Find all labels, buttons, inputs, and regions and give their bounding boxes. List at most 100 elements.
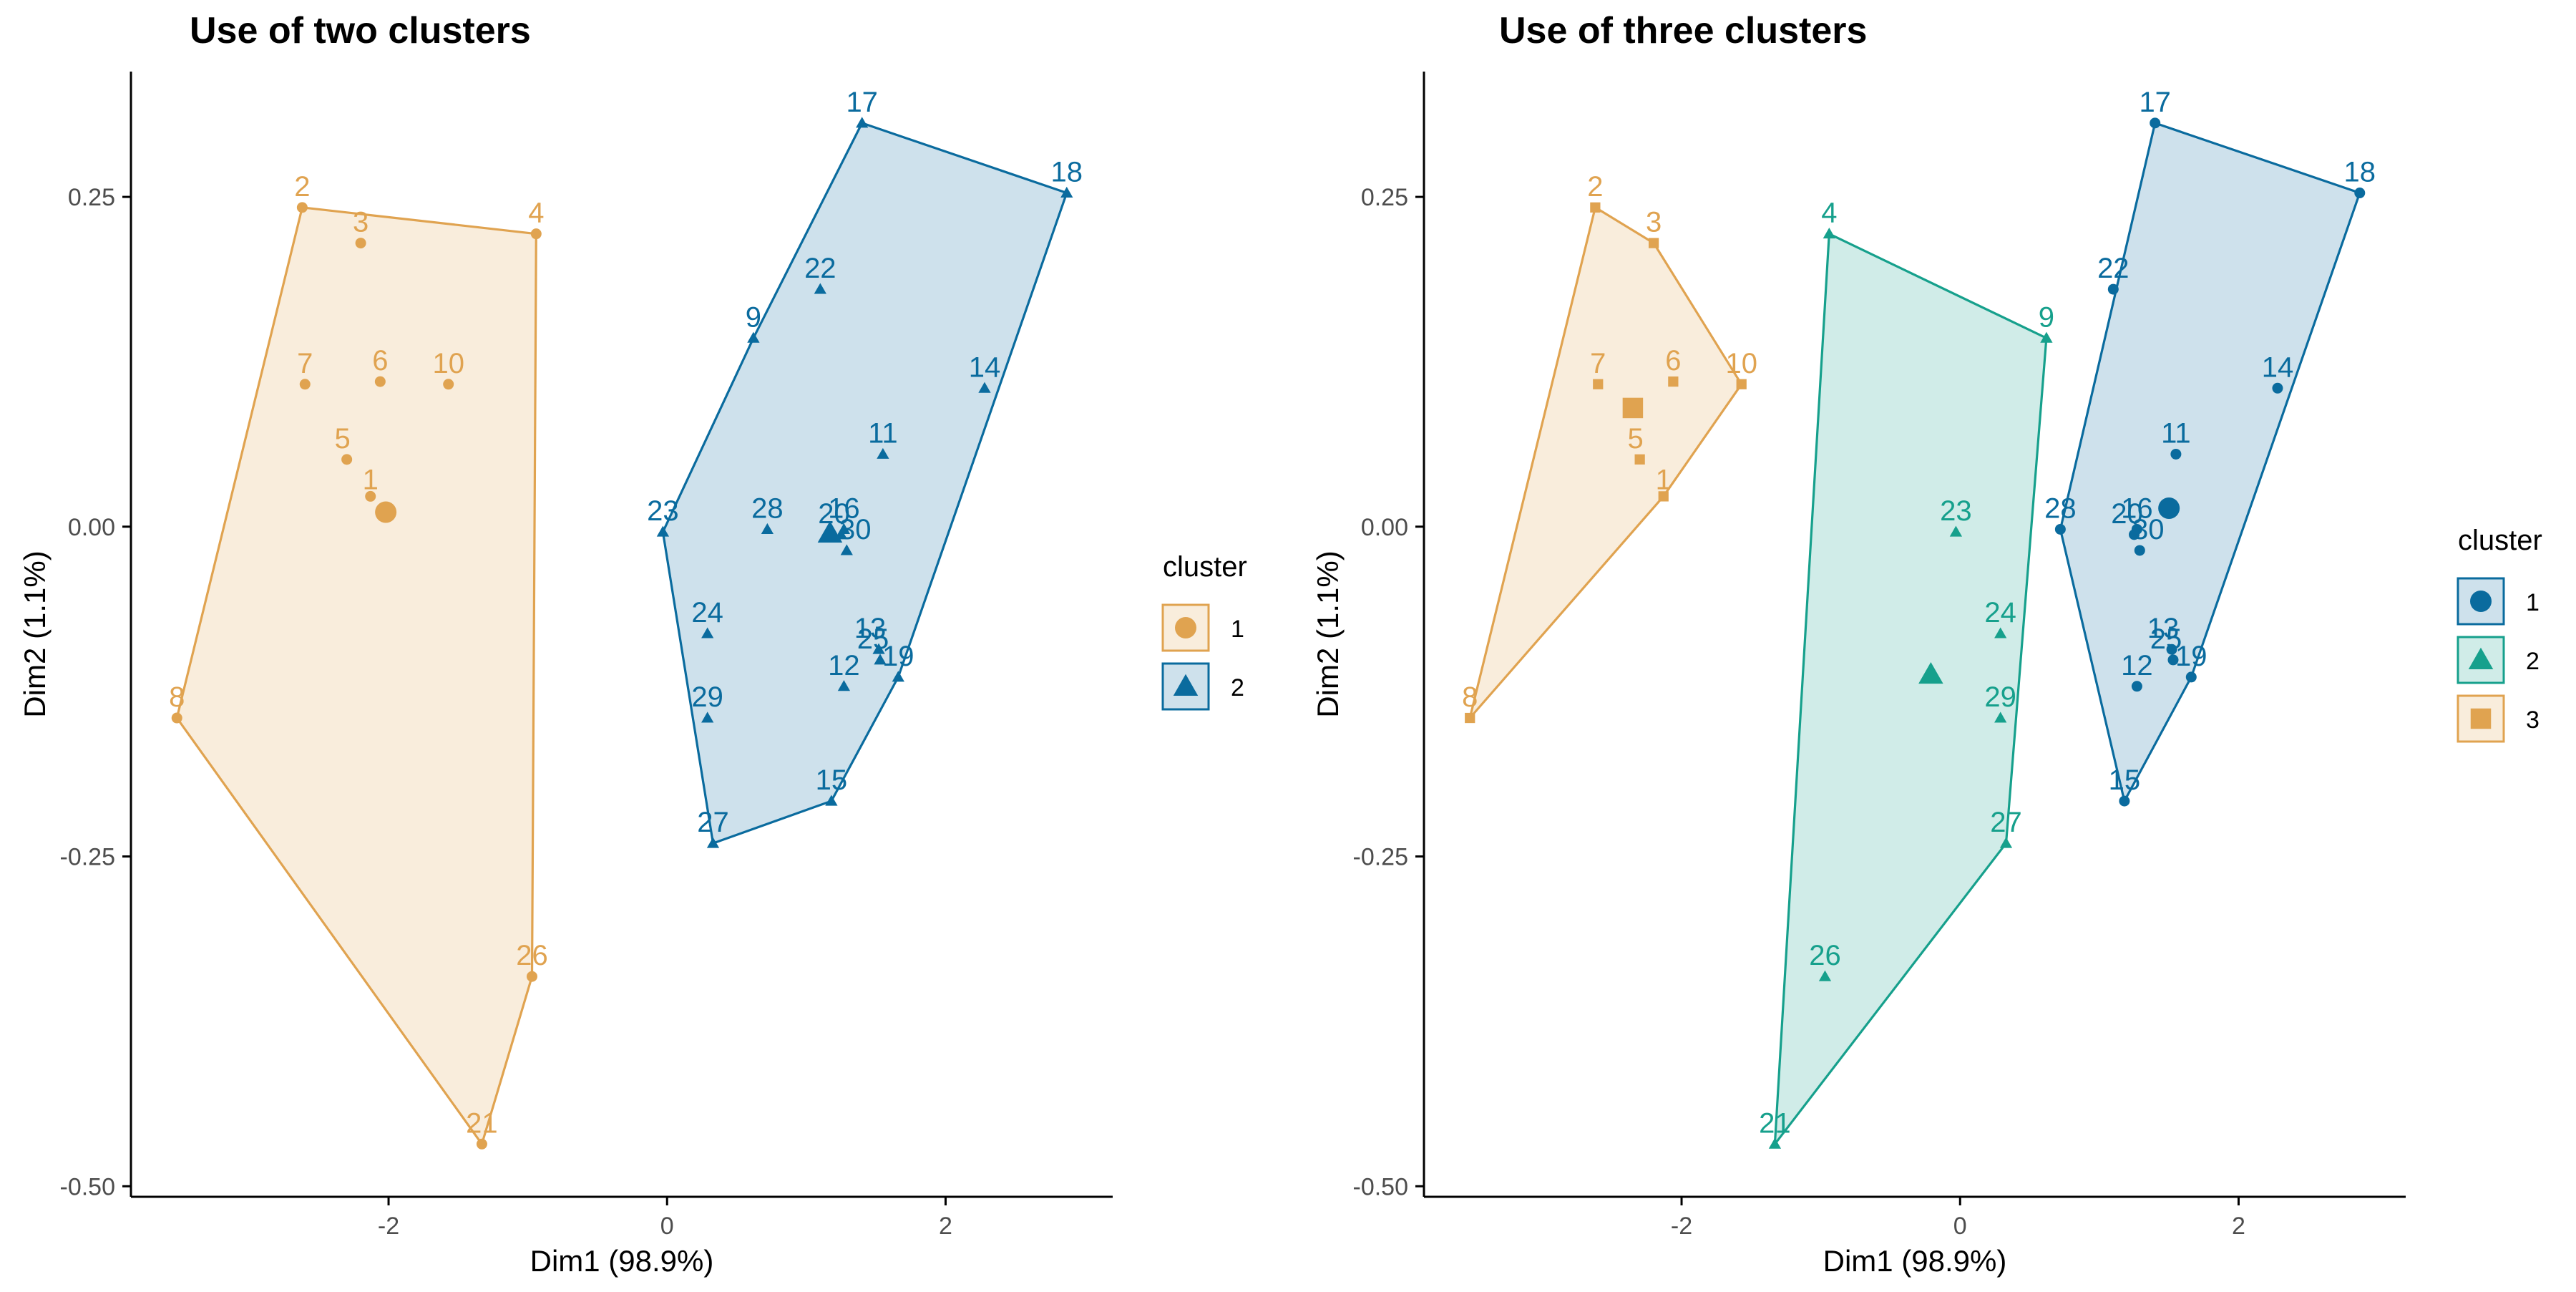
cluster-1-centroid xyxy=(375,501,397,523)
x-tick-label: 2 xyxy=(939,1213,952,1240)
point-label-26: 26 xyxy=(516,940,548,971)
legend-title: cluster xyxy=(1163,551,1247,583)
point-label-21: 21 xyxy=(1759,1107,1791,1139)
point-14 xyxy=(978,382,991,393)
point-6 xyxy=(1668,376,1679,387)
point-label-24: 24 xyxy=(1984,597,2016,628)
point-label-7: 7 xyxy=(297,348,313,379)
point-label-2: 2 xyxy=(1587,171,1603,203)
x-tick-label: -2 xyxy=(378,1213,399,1240)
point-label-28: 28 xyxy=(2044,492,2077,524)
x-axis-title: Dim1 (98.9%) xyxy=(1823,1244,2007,1278)
point-29 xyxy=(1994,711,2007,723)
chart-panel-1: 123 4567810212691112131415161718192022232… xyxy=(18,10,1247,1278)
point-15 xyxy=(2119,795,2130,807)
point-label-28: 28 xyxy=(751,492,784,524)
point-label-12: 12 xyxy=(828,650,860,681)
point-9 xyxy=(2040,331,2053,343)
x-tick-label: -2 xyxy=(1671,1213,1692,1240)
point-23 xyxy=(656,525,670,537)
point-3 xyxy=(1648,238,1659,248)
y-tick-label: 0.25 xyxy=(1361,184,1408,211)
point-label-24: 24 xyxy=(691,597,723,628)
point-20 xyxy=(2129,529,2140,540)
point-21 xyxy=(476,1138,487,1150)
cluster-2-centroid xyxy=(1918,661,1943,684)
point-19 xyxy=(892,671,904,682)
y-tick-label: 0.00 xyxy=(68,514,115,541)
point-label-25: 25 xyxy=(2150,623,2182,655)
point-label-10: 10 xyxy=(1725,348,1757,379)
point-11 xyxy=(2170,448,2182,460)
legend-label-2: 2 xyxy=(2526,648,2540,675)
point-label-17: 17 xyxy=(846,87,878,118)
point-label-16: 16 xyxy=(2121,492,2153,524)
legend-label-3: 3 xyxy=(2526,706,2540,734)
point-12 xyxy=(2131,681,2142,692)
point-label-23: 23 xyxy=(647,495,679,527)
point-24 xyxy=(701,627,714,638)
point-label-1: 1 xyxy=(363,464,379,495)
point-24 xyxy=(1994,627,2007,638)
point-label-6: 6 xyxy=(372,345,388,377)
point-label-19: 19 xyxy=(2175,641,2207,672)
point-label-29: 29 xyxy=(691,681,723,713)
legend-marker-2 xyxy=(2468,647,2494,669)
point-label-3: 3 xyxy=(353,207,369,238)
legend-title: cluster xyxy=(2458,525,2542,556)
point-label-27: 27 xyxy=(1990,807,2022,838)
point-4 xyxy=(530,228,542,240)
point-label-8: 8 xyxy=(1462,681,1478,713)
point-label-1: 1 xyxy=(1656,464,1672,495)
point-10 xyxy=(443,379,454,390)
point-26 xyxy=(1818,970,1832,981)
point-4 xyxy=(1823,228,1835,239)
point-2 xyxy=(296,202,308,213)
point-15 xyxy=(825,795,838,806)
point-1 xyxy=(1658,491,1669,502)
y-tick-label: 0.25 xyxy=(68,184,115,211)
legend-label-1: 1 xyxy=(2526,589,2540,616)
point-label-21: 21 xyxy=(466,1107,498,1139)
y-axis-title: Dim2 (1.1%) xyxy=(18,550,52,717)
point-label-25: 25 xyxy=(857,623,889,655)
point-18 xyxy=(1060,186,1073,198)
point-12 xyxy=(837,680,851,691)
point-label-22: 22 xyxy=(804,253,836,284)
point-25 xyxy=(2167,654,2179,666)
legend-marker-1 xyxy=(2470,591,2492,612)
y-axis-title: Dim2 (1.1%) xyxy=(1311,550,1345,717)
point-label-13: 13 xyxy=(854,613,887,644)
chart-title: Use of three clusters xyxy=(1499,10,1867,52)
point-label-4: 4 xyxy=(528,198,544,229)
point-label-20: 20 xyxy=(2111,498,2143,530)
point-label-11: 11 xyxy=(868,417,898,449)
legend-label-1: 1 xyxy=(1231,616,1244,643)
point-label-29: 29 xyxy=(1984,681,2016,713)
point-label-2: 2 xyxy=(294,171,310,203)
chart-panel-2: 1112131415161718192022252830492123242627… xyxy=(1311,10,2542,1278)
point-22 xyxy=(2107,283,2119,295)
point-label-22: 22 xyxy=(2097,253,2129,284)
cluster-1-hull xyxy=(2059,122,2361,802)
y-tick-label: -0.25 xyxy=(60,844,116,871)
point-7 xyxy=(1593,379,1604,389)
point-label-15: 15 xyxy=(816,764,848,796)
y-tick-label: -0.50 xyxy=(60,1173,116,1200)
point-5 xyxy=(341,454,353,465)
point-3 xyxy=(355,238,366,249)
x-tick-label: 2 xyxy=(2232,1213,2245,1240)
point-label-18: 18 xyxy=(2344,157,2376,188)
point-label-17: 17 xyxy=(2139,87,2171,118)
point-label-5: 5 xyxy=(1628,423,1644,455)
point-label-4: 4 xyxy=(1821,198,1837,229)
point-label-13: 13 xyxy=(2147,613,2180,644)
point-30 xyxy=(2134,545,2145,556)
cluster-2-centroid xyxy=(817,520,843,543)
point-label-23: 23 xyxy=(1940,495,1972,527)
point-2 xyxy=(1590,202,1601,213)
point-28 xyxy=(761,523,774,534)
x-axis-title: Dim1 (98.9%) xyxy=(530,1244,714,1278)
point-17 xyxy=(2150,117,2161,129)
point-label-20: 20 xyxy=(818,498,850,530)
